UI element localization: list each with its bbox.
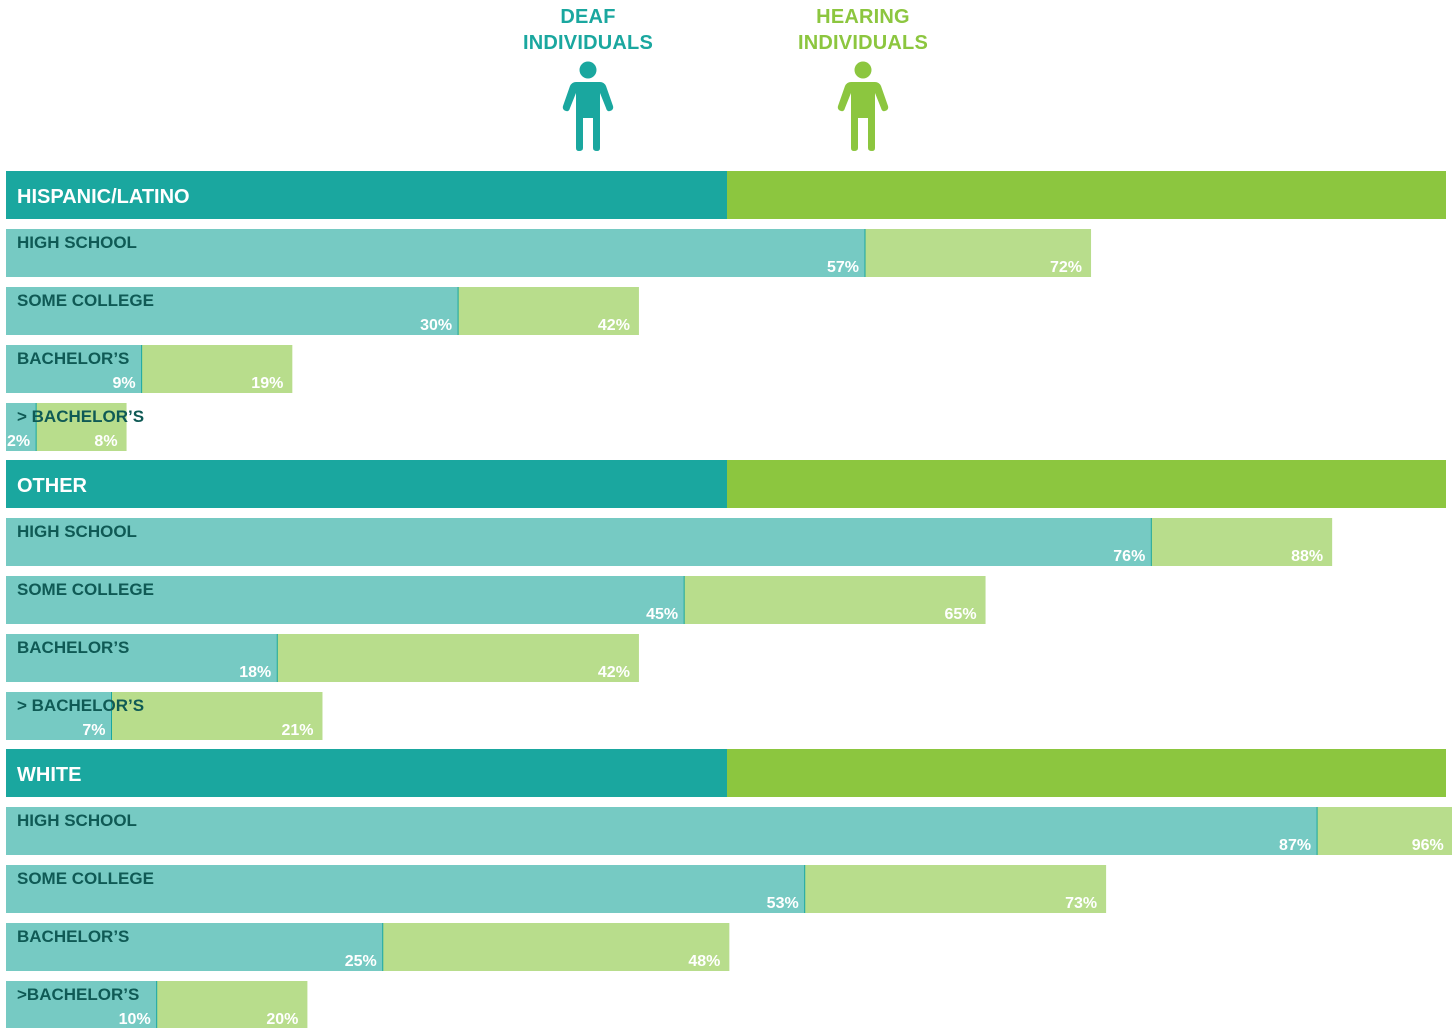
deaf-value-label: 2% (7, 433, 30, 450)
hearing-value-label: 48% (688, 953, 720, 970)
deaf-value-label: 25% (345, 953, 377, 970)
legend-deaf-label: DEAF INDIVIDUALS (523, 6, 653, 54)
hearing-value-label: 73% (1065, 895, 1097, 912)
group-header-label: WHITE (17, 764, 81, 786)
hearing-value-label: 8% (94, 433, 117, 450)
deaf-value-label: 18% (239, 664, 271, 681)
deaf-bar (6, 518, 1152, 566)
deaf-bar (6, 865, 805, 913)
category-label: HIGH SCHOOL (17, 233, 137, 252)
group-header-deaf-band (6, 171, 727, 219)
deaf-value-label: 53% (767, 895, 799, 912)
category-label: > BACHELOR’S (17, 696, 144, 715)
deaf-value-label: 57% (827, 259, 859, 276)
hearing-value-label: 96% (1412, 837, 1444, 854)
category-label: BACHELOR’S (17, 638, 129, 657)
legend-deaf: DEAF INDIVIDUALS (478, 4, 698, 152)
group-header-label: HISPANIC/LATINO (17, 186, 190, 208)
category-label: SOME COLLEGE (17, 869, 154, 888)
deaf-value-label: 45% (646, 606, 678, 623)
deaf-bar (6, 981, 157, 1028)
deaf-bar (6, 403, 37, 451)
legend-hearing-label: HEARING INDIVIDUALS (798, 6, 928, 54)
deaf-value-label: 9% (113, 375, 136, 392)
category-label: BACHELOR’S (17, 927, 129, 946)
category-label: HIGH SCHOOL (17, 811, 137, 830)
deaf-value-label: 30% (420, 317, 452, 334)
deaf-bar (6, 923, 383, 971)
category-label: HIGH SCHOOL (17, 522, 137, 541)
deaf-bar (6, 576, 685, 624)
category-label: >BACHELOR’S (17, 985, 139, 1004)
hearing-value-label: 42% (598, 664, 630, 681)
hearing-value-label: 20% (266, 1011, 298, 1028)
deaf-value-label: 10% (119, 1011, 151, 1028)
group-header-hearing-band (727, 749, 1446, 797)
person-icon (837, 61, 889, 151)
deaf-value-label: 87% (1279, 837, 1311, 854)
deaf-bar (6, 287, 459, 335)
category-label: BACHELOR’S (17, 349, 129, 368)
legend-hearing: HEARING INDIVIDUALS (753, 4, 973, 152)
hearing-value-label: 65% (945, 606, 977, 623)
deaf-bar (6, 345, 142, 393)
deaf-value-label: 76% (1113, 548, 1145, 565)
group-header-label: OTHER (17, 475, 88, 497)
hearing-value-label: 88% (1291, 548, 1323, 565)
hearing-value-label: 42% (598, 317, 630, 334)
category-label: > BACHELOR’S (17, 407, 144, 426)
deaf-bar (6, 692, 112, 740)
deaf-bar (6, 634, 278, 682)
deaf-bar (6, 807, 1318, 855)
person-icon (562, 61, 614, 151)
category-label: SOME COLLEGE (17, 580, 154, 599)
group-header-hearing-band (727, 460, 1446, 508)
group-header-deaf-band (6, 460, 727, 508)
group-header-deaf-band (6, 749, 727, 797)
deaf-bar (6, 229, 865, 277)
hearing-value-label: 19% (251, 375, 283, 392)
hearing-value-label: 21% (281, 722, 313, 739)
group-header-hearing-band (727, 171, 1446, 219)
category-label: SOME COLLEGE (17, 291, 154, 310)
hearing-value-label: 72% (1050, 259, 1082, 276)
deaf-value-label: 7% (82, 722, 105, 739)
